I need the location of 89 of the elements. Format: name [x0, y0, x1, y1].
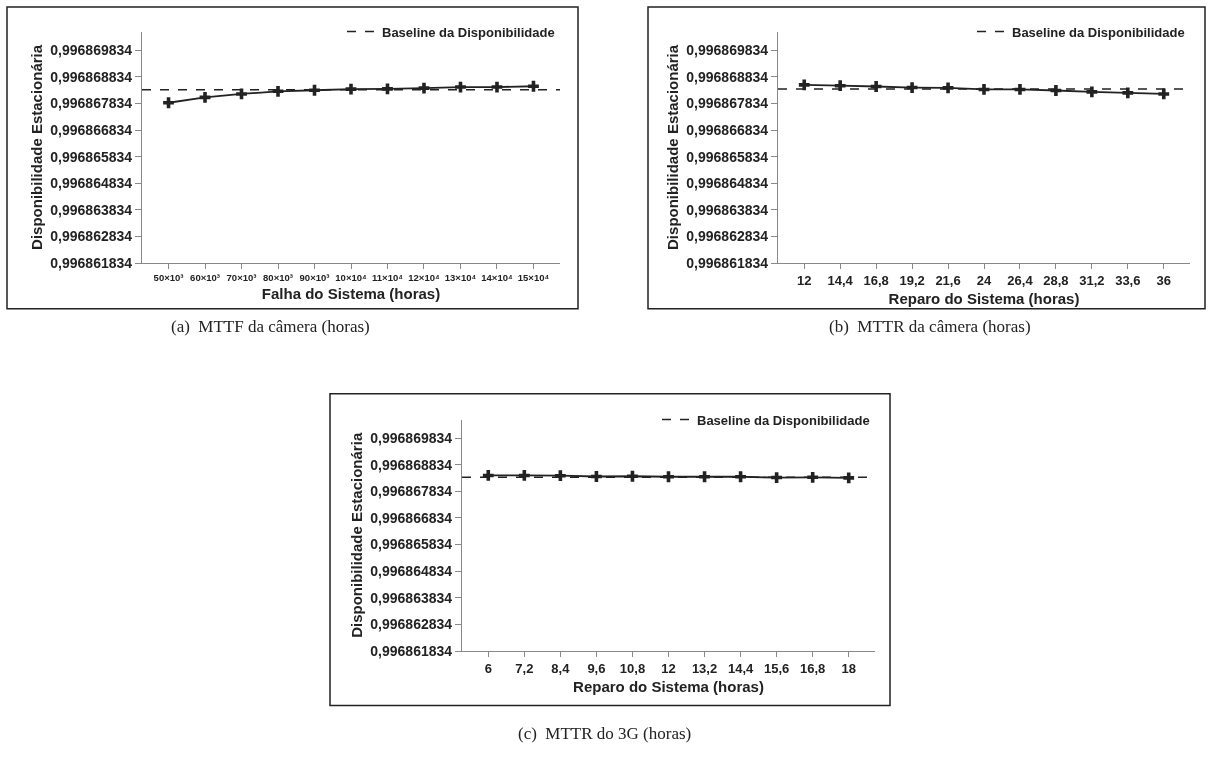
text: (c) MTTR do 3G (horas) — [518, 724, 692, 743]
text: (a) MTTF da câmera (horas) — [171, 317, 370, 336]
x-tick-label: 8,4 — [551, 660, 571, 676]
point — [418, 82, 430, 94]
point — [163, 97, 174, 109]
x-axis-title: Reparo do Sistema (horas) — [888, 289, 1080, 307]
x-tick-label: 12×10⁴ — [408, 271, 440, 283]
point — [272, 85, 284, 97]
x-tick-label: 16,8 — [863, 272, 889, 288]
y-tick-label: 0,996863834 — [686, 201, 769, 218]
point — [236, 88, 247, 100]
x-tick-label: 15,6 — [763, 660, 790, 676]
y-tick-label: 0,996861834 — [50, 255, 133, 272]
x-tick-label: 10×10⁴ — [335, 271, 367, 283]
point — [309, 84, 320, 96]
x-tick-label: 19,2 — [899, 272, 925, 288]
x-tick-label: 16,8 — [800, 660, 826, 676]
x-tick-label: 21,6 — [935, 272, 961, 288]
y-tick-label: 0,996861834 — [686, 255, 769, 272]
x-tick-label: 90×10³ — [299, 271, 330, 283]
x-tick-label: 13×10⁴ — [444, 271, 477, 283]
y-tick-label: 0,996862834 — [50, 228, 133, 245]
point — [1158, 88, 1170, 100]
x-tick-label: 15×10⁴ — [517, 271, 550, 283]
legend-label: Baseline da Disponibilidade — [697, 412, 870, 428]
x-tick-label: 14,4 — [827, 272, 854, 288]
y-tick-label: 0,996868834 — [370, 456, 453, 473]
y-tick-label: 0,996868834 — [686, 68, 769, 85]
y-tick-label: 0,996868834 — [50, 68, 133, 85]
y-tick-label: 0,996865834 — [686, 148, 769, 165]
x-tick-label: 33,6 — [1115, 272, 1141, 288]
y-tick-label: 0,996861834 — [370, 642, 453, 659]
y-tick-label: 0,996864834 — [50, 175, 133, 192]
point — [528, 80, 539, 92]
y-axis-title: Disponibilidade Estacionária — [27, 44, 45, 250]
y-axis-title: Disponibilidade Estacionária — [663, 44, 681, 250]
text: (b) MTTR da câmera (horas) — [829, 317, 1031, 336]
x-tick-label: 80×10³ — [263, 271, 293, 283]
x-tick-label: 13,2 — [691, 660, 718, 676]
y-tick-label: 0,996867834 — [50, 95, 133, 112]
x-tick-label: 7,2 — [515, 660, 534, 676]
x-tick-label: 24 — [976, 272, 992, 288]
x-tick-label: 11×10⁴ — [372, 271, 404, 283]
y-tick-label: 0,996864834 — [370, 563, 453, 580]
y-tick-label: 0,996866834 — [686, 121, 769, 138]
x-tick-label: 6 — [484, 660, 492, 676]
y-tick-label: 0,996866834 — [370, 509, 453, 526]
y-tick-label: 0,996863834 — [370, 589, 453, 606]
x-tick-label: 18 — [841, 660, 856, 676]
x-axis-title: Reparo do Sistema (horas) — [573, 677, 764, 695]
y-tick-label: 0,996869834 — [50, 42, 133, 59]
y-axis-title: Disponibilidade Estacionária — [347, 432, 365, 638]
y-tick-label: 0,996862834 — [370, 616, 453, 633]
y-tick-label: 0,996869834 — [370, 429, 453, 446]
point — [1122, 87, 1134, 99]
x-tick-label: 36 — [1156, 272, 1172, 288]
x-tick-label: 12 — [661, 660, 676, 676]
x-tick-label: 28,8 — [1043, 272, 1069, 288]
legend-label: Baseline da Disponibilidade — [382, 24, 555, 40]
y-tick-label: 0,996865834 — [50, 148, 133, 165]
x-tick-label: 50×10³ — [153, 271, 184, 283]
point — [834, 80, 846, 92]
x-tick-label: 14×10⁴ — [481, 271, 513, 283]
x-tick-label: 14,4 — [727, 660, 755, 676]
x-tick-label: 60×10³ — [190, 271, 220, 283]
x-tick-label: 9,6 — [587, 660, 606, 676]
y-tick-label: 0,996867834 — [686, 95, 769, 112]
y-tick-label: 0,996869834 — [686, 42, 769, 59]
x-axis-title: Falha do Sistema (horas) — [261, 284, 441, 302]
point — [455, 81, 466, 93]
x-tick-label: 26,4 — [1007, 272, 1034, 288]
y-tick-label: 0,996866834 — [50, 121, 133, 138]
x-tick-label: 10,8 — [619, 660, 646, 676]
y-tick-label: 0,996864834 — [686, 175, 769, 192]
point — [199, 92, 211, 103]
legend-label: Baseline da Disponibilidade — [1012, 24, 1185, 40]
point — [382, 83, 393, 95]
y-tick-label: 0,996865834 — [370, 536, 453, 553]
point — [1086, 86, 1098, 98]
point — [491, 81, 503, 93]
y-tick-label: 0,996863834 — [50, 201, 133, 218]
x-tick-label: 12 — [797, 272, 812, 288]
point — [870, 81, 882, 92]
x-tick-label: 70×10³ — [226, 271, 257, 283]
y-tick-label: 0,996867834 — [370, 483, 453, 500]
point — [798, 79, 810, 91]
x-tick-label: 31,2 — [1079, 272, 1105, 288]
y-tick-label: 0,996862834 — [686, 228, 769, 245]
point — [345, 83, 357, 95]
